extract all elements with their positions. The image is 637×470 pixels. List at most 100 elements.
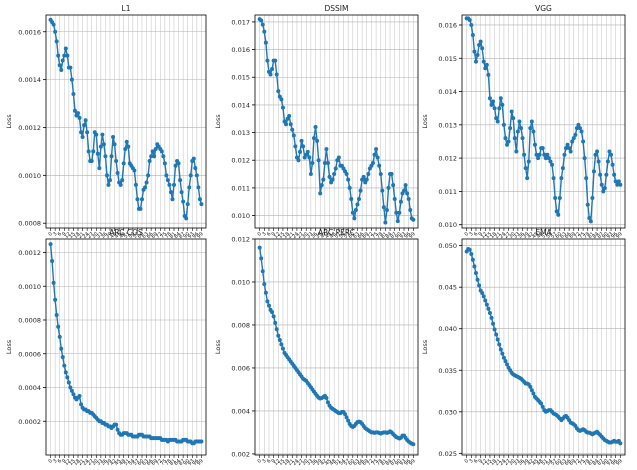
chart-title: ARC COS: [109, 228, 143, 237]
data-point: [475, 52, 480, 57]
x-tick-label: 63: [141, 458, 150, 467]
data-point: [123, 147, 128, 152]
data-point: [577, 126, 582, 131]
data-point: [503, 359, 508, 364]
data-point: [542, 152, 547, 157]
data-point: [138, 206, 143, 211]
x-tick-label: 78: [164, 231, 173, 240]
data-point: [346, 177, 351, 182]
y-tick-label: 0.025: [438, 450, 457, 458]
data-point: [560, 166, 565, 171]
data-point: [512, 136, 517, 141]
data-point: [147, 158, 152, 163]
data-point: [508, 126, 513, 131]
y-tick-label: 0.0016: [18, 28, 41, 36]
y-tick-label: 0.002: [231, 450, 250, 458]
data-point: [372, 152, 377, 157]
x-tick-label: 45: [531, 231, 540, 240]
data-point: [384, 208, 389, 213]
x-tick-label: 21: [287, 231, 296, 240]
x-tick-label: 12: [273, 231, 282, 240]
x-tick-label: 33: [513, 231, 522, 240]
data-point: [484, 302, 489, 307]
y-tick-label: 0.011: [231, 184, 250, 192]
data-point: [270, 66, 275, 71]
data-point: [114, 158, 119, 163]
x-tick-label: 99: [615, 231, 624, 240]
x-tick-label: 3: [261, 231, 267, 237]
data-point: [565, 142, 570, 147]
x-tick-label: 0: [464, 231, 470, 237]
data-point: [199, 439, 204, 444]
x-tick-label: 6: [266, 458, 272, 464]
x-tick-label: 21: [494, 231, 503, 240]
plot-area: [46, 15, 206, 228]
x-tick-label: 66: [357, 458, 366, 467]
data-point: [65, 53, 70, 58]
data-point: [579, 129, 584, 134]
data-point: [79, 402, 84, 407]
x-tick-label: 69: [150, 231, 159, 240]
data-point: [120, 178, 125, 183]
data-point: [63, 46, 68, 51]
data-point: [115, 170, 120, 175]
x-tick-label: 54: [128, 458, 137, 467]
x-tick-label: 24: [499, 458, 508, 467]
data-point: [77, 115, 82, 120]
data-point: [532, 142, 537, 147]
chart-title: VGG: [535, 4, 552, 13]
x-tick-label: 36: [100, 231, 109, 240]
data-point: [584, 176, 589, 181]
x-tick-label: 51: [540, 231, 549, 240]
x-tick-label: 75: [371, 231, 380, 240]
x-tick-label: 27: [296, 458, 305, 467]
data-point: [505, 142, 510, 147]
x-tick-label: 48: [118, 458, 127, 467]
x-tick-label: 45: [324, 458, 333, 467]
data-point: [149, 154, 154, 159]
axes-frame: [45, 14, 207, 229]
y-tick-label: 0.0002: [18, 418, 41, 426]
data-point: [333, 166, 338, 171]
chart-title: L1: [122, 4, 131, 13]
x-tick-label: 66: [564, 231, 573, 240]
x-tick-label: 18: [489, 231, 498, 240]
x-tick-label: 0: [257, 231, 263, 237]
data-point: [91, 149, 96, 154]
data-point: [370, 160, 375, 165]
data-point: [51, 280, 56, 285]
y-axis-label: Loss: [214, 114, 222, 129]
data-point: [358, 188, 363, 193]
y-tick-label: 0.0006: [18, 350, 41, 358]
x-tick-label: 66: [146, 231, 155, 240]
y-tick-label: 0.010: [438, 221, 457, 229]
x-tick-label: 6: [473, 458, 479, 464]
x-tick-label: 63: [559, 458, 568, 467]
data-point: [296, 158, 301, 163]
chart-panel: 0.0020.0040.0060.0080.0100.0120369121518…: [214, 228, 419, 467]
data-point: [557, 196, 562, 201]
data-point: [585, 202, 590, 207]
data-point: [503, 136, 508, 141]
x-tick-label: 69: [568, 231, 577, 240]
data-point: [280, 105, 285, 110]
data-point: [140, 197, 144, 202]
data-point: [273, 320, 278, 325]
x-tick-label: 72: [366, 458, 375, 467]
data-point: [276, 333, 281, 338]
data-point: [112, 142, 117, 147]
x-tick-label: 99: [408, 231, 417, 240]
data-point: [71, 392, 76, 397]
data-point: [610, 162, 615, 167]
data-point: [556, 212, 561, 217]
data-point: [181, 199, 186, 204]
x-tick-label: 78: [164, 458, 173, 467]
data-point: [615, 182, 620, 187]
plot-area: [462, 239, 625, 455]
data-point: [477, 283, 482, 288]
y-axis-label: Loss: [421, 114, 429, 129]
x-tick-label: 0: [257, 458, 263, 464]
axes-frame: [45, 238, 207, 456]
x-tick-label: 6: [266, 231, 272, 237]
